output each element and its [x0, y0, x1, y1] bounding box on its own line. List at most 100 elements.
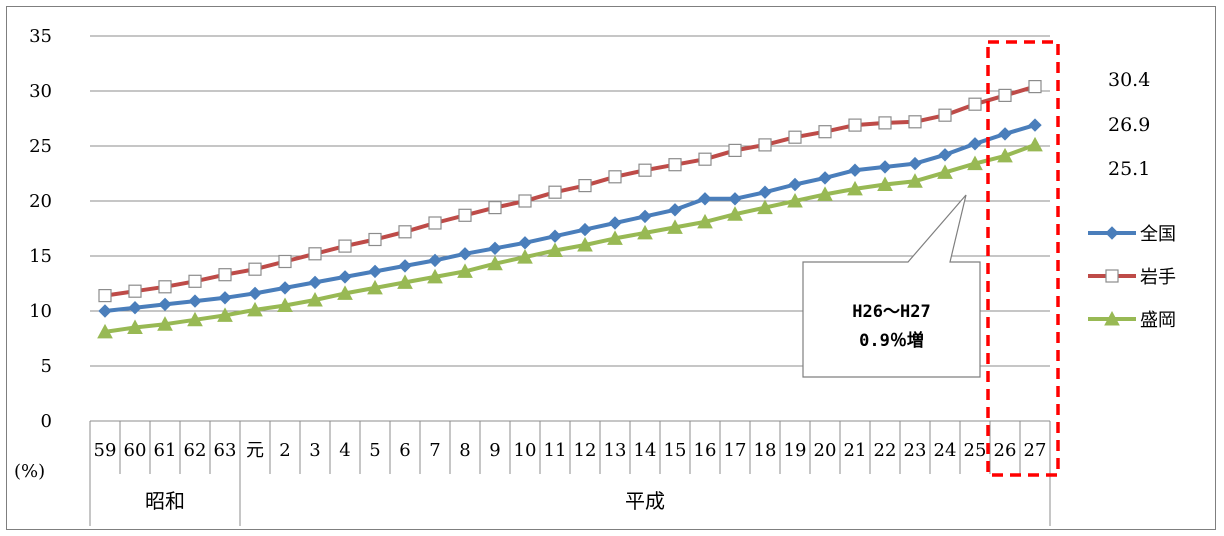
data-point: [637, 224, 653, 240]
data-point: [698, 152, 712, 166]
data-point: [968, 137, 982, 151]
data-point: [427, 268, 443, 284]
data-point: [998, 127, 1012, 141]
data-point: [307, 291, 323, 307]
data-point: [128, 284, 142, 298]
x-tick-label: 26: [994, 440, 1017, 461]
data-point: [638, 209, 652, 224]
x-tick-label: 61: [154, 440, 177, 461]
data-point: [817, 186, 833, 201]
data-point: [937, 164, 953, 179]
data-point: [728, 192, 742, 206]
data-point: [878, 160, 892, 174]
data-point: [668, 158, 682, 172]
x-tick-label: 14: [634, 440, 657, 461]
data-point: [278, 254, 292, 269]
y-tick-label: 25: [29, 136, 52, 157]
data-point: [247, 301, 263, 317]
x-tick-label: 59: [94, 440, 117, 461]
x-tick-label: 16: [694, 440, 717, 461]
x-tick-label: 18: [754, 440, 777, 461]
data-point: [1105, 226, 1119, 240]
data-point: [967, 155, 983, 171]
x-tick-label: 10: [514, 440, 537, 461]
x-tick-label: 9: [489, 440, 500, 461]
end-value-label: 30.4: [1108, 69, 1150, 91]
data-point: [398, 259, 412, 273]
era-label: 昭和: [145, 489, 185, 513]
data-point: [338, 270, 352, 284]
data-point: [1028, 79, 1042, 94]
x-tick-label: 27: [1024, 440, 1047, 461]
data-point: [158, 280, 172, 294]
data-point: [428, 216, 442, 230]
data-point: [818, 125, 832, 139]
series-line: [104, 143, 1036, 334]
y-tick-label: 5: [41, 356, 52, 377]
era-label: 平成: [625, 489, 665, 513]
data-point: [397, 274, 413, 289]
x-tick-label: 2: [279, 440, 290, 461]
x-tick-label: 21: [844, 440, 867, 461]
end-value-labels: 30.4 26.9 25.1: [1108, 69, 1150, 180]
data-point: [728, 143, 742, 157]
x-axis: 59 60 61 62 63 元 2 3 4 5 6 7 8 9 10 11 12 13 14 15 16 17 18 19 2…: [89, 421, 1051, 526]
data-point: [578, 222, 592, 237]
data-point: [157, 316, 173, 331]
x-tick-label: 20: [814, 440, 837, 461]
y-tick-label: 20: [29, 191, 52, 212]
data-point: [847, 180, 863, 196]
data-point: [607, 230, 623, 245]
data-point: [338, 239, 352, 253]
x-tick-label: 17: [724, 440, 747, 461]
data-point: [608, 216, 622, 230]
data-point: [518, 236, 532, 250]
legend-label: 全国: [1140, 224, 1176, 245]
x-tick-label: 60: [124, 440, 147, 461]
data-point: [787, 192, 803, 208]
x-tick-label: 8: [459, 440, 470, 461]
data-point: [548, 229, 562, 243]
data-point: [488, 241, 502, 256]
x-tick-label: 4: [339, 440, 350, 461]
data-point: [278, 281, 292, 295]
data-point: [368, 264, 382, 279]
data-point: [308, 275, 322, 290]
x-tick-label: 5: [369, 440, 380, 461]
data-point: [98, 304, 112, 318]
data-point: [907, 173, 923, 188]
data-point: [308, 247, 322, 261]
data-point: [848, 163, 862, 177]
data-point: [608, 170, 622, 184]
data-point: [248, 286, 262, 301]
data-point: [97, 323, 113, 339]
legend-item: 全国: [1088, 224, 1176, 245]
data-point: [818, 171, 832, 185]
end-value-label: 25.1: [1108, 158, 1150, 180]
data-point: [1104, 310, 1120, 326]
data-point: [368, 232, 382, 247]
data-point: [938, 108, 952, 122]
end-value-label: 26.9: [1108, 114, 1150, 136]
data-point: [248, 262, 262, 276]
data-point: [458, 208, 472, 222]
data-point: [788, 177, 802, 192]
series-square: [98, 79, 1042, 303]
annotation-callout: H26～H27 0.9％増: [802, 194, 981, 378]
x-tick-label: 62: [184, 440, 207, 461]
callout-line-1: H26～H27: [852, 302, 930, 322]
data-point: [578, 179, 592, 193]
data-point: [938, 148, 952, 162]
chart-frame: [6, 6, 1216, 530]
legend-item: 盛岡: [1088, 310, 1176, 331]
data-point: [698, 192, 712, 206]
y-tick-label: 30: [29, 81, 52, 102]
data-point: [218, 291, 232, 305]
series-triangle: [97, 136, 1043, 339]
data-point: [788, 130, 802, 144]
legend-label: 岩手: [1140, 267, 1176, 288]
data-point: [878, 116, 892, 130]
x-tick-label: 15: [664, 440, 687, 461]
data-point: [217, 307, 233, 322]
y-tick-label: 0: [41, 411, 52, 432]
